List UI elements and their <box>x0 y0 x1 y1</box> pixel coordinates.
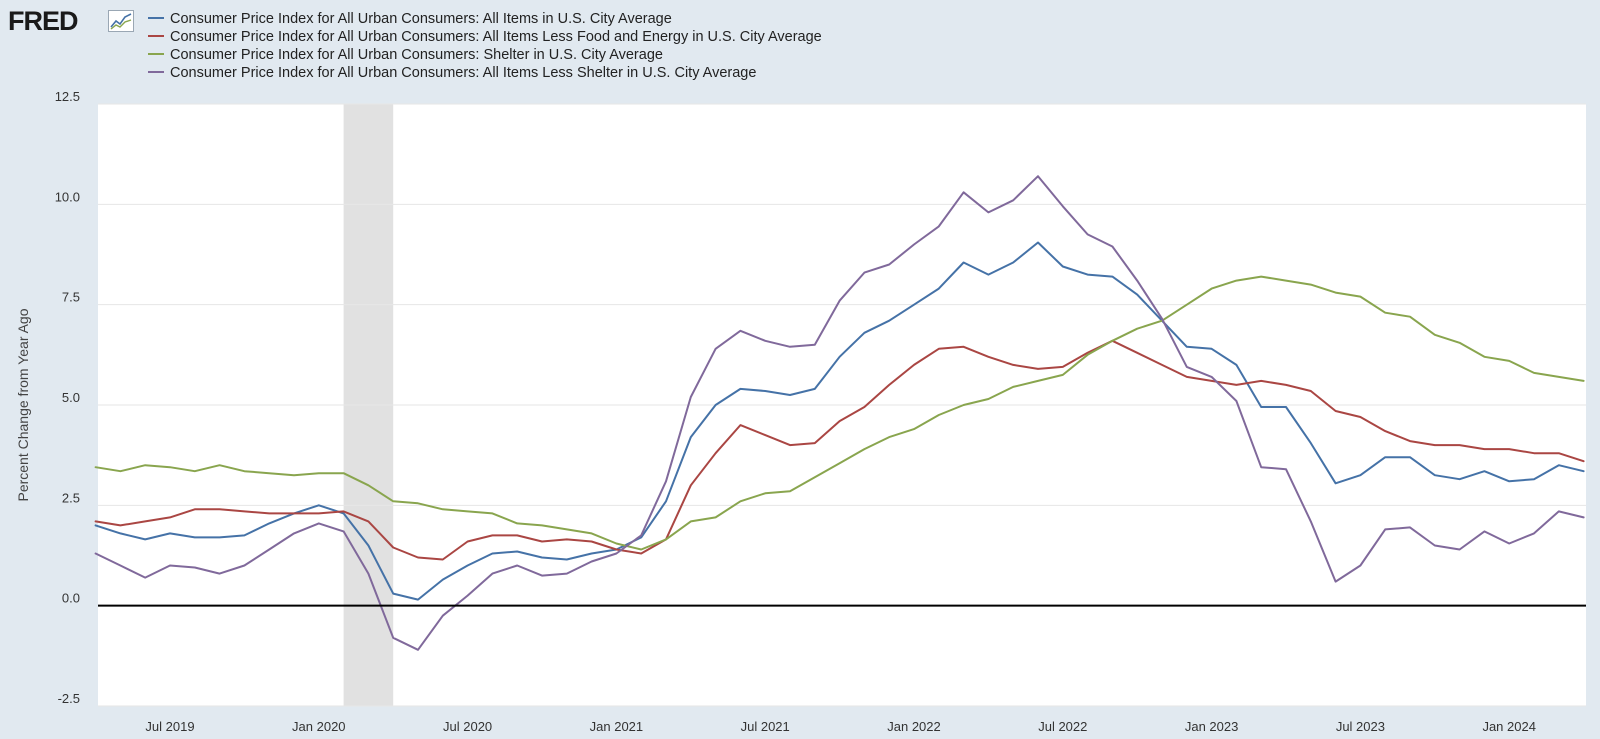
legend-label: Consumer Price Index for All Urban Consu… <box>170 29 822 45</box>
legend-label: Consumer Price Index for All Urban Consu… <box>170 65 757 81</box>
legend-item[interactable]: Consumer Price Index for All Urban Consu… <box>148 28 822 46</box>
x-tick-label: Jan 2021 <box>590 719 644 734</box>
y-tick-label: 0.0 <box>62 591 80 606</box>
x-tick-label: Jul 2021 <box>741 719 790 734</box>
y-tick-label: -2.5 <box>58 691 80 706</box>
fred-logo-text: FRED <box>8 6 78 36</box>
series-line-2 <box>94 339 1585 561</box>
x-tick-label: Jul 2023 <box>1336 719 1385 734</box>
series-line-1 <box>94 241 1585 601</box>
x-tick-label: Jul 2020 <box>443 719 492 734</box>
tick-layer: 12.5 10.0 7.5 5.0 2.5 0.0 -2.5 Jul 2019 Jan 2020… <box>55 89 1536 734</box>
y-tick-label: 12.5 <box>55 89 80 104</box>
x-tick-label: Jan 2023 <box>1185 719 1239 734</box>
series-layer <box>94 175 1585 651</box>
legend-item[interactable]: Consumer Price Index for All Urban Consu… <box>148 46 822 64</box>
legend-swatch <box>148 35 164 38</box>
legend-label: Consumer Price Index for All Urban Consu… <box>170 47 663 63</box>
legend-swatch <box>148 53 164 56</box>
x-tick-label: Jan 2024 <box>1482 719 1536 734</box>
y-axis-title: Percent Change from Year Ago <box>15 308 31 501</box>
fred-logo[interactable]: FRED <box>8 6 136 36</box>
x-tick-label: Jul 2022 <box>1038 719 1087 734</box>
x-tick-label: Jan 2020 <box>292 719 346 734</box>
series-line-3 <box>94 275 1585 551</box>
line-graph-icon <box>108 10 134 32</box>
legend-label: Consumer Price Index for All Urban Consu… <box>170 11 672 27</box>
chart-legend: Consumer Price Index for All Urban Consu… <box>148 10 822 82</box>
y-tick-label: 5.0 <box>62 390 80 405</box>
legend-swatch <box>148 17 164 20</box>
x-tick-label: Jul 2019 <box>145 719 194 734</box>
x-tick-label: Jan 2022 <box>887 719 941 734</box>
series-line-4 <box>94 175 1585 651</box>
grid-layer <box>98 103 1586 707</box>
legend-swatch <box>148 71 164 74</box>
legend-item[interactable]: Consumer Price Index for All Urban Consu… <box>148 64 822 82</box>
y-tick-label: 10.0 <box>55 189 80 204</box>
legend-item[interactable]: Consumer Price Index for All Urban Consu… <box>148 10 822 28</box>
y-tick-label: 2.5 <box>62 490 80 505</box>
y-tick-label: 7.5 <box>62 290 80 305</box>
